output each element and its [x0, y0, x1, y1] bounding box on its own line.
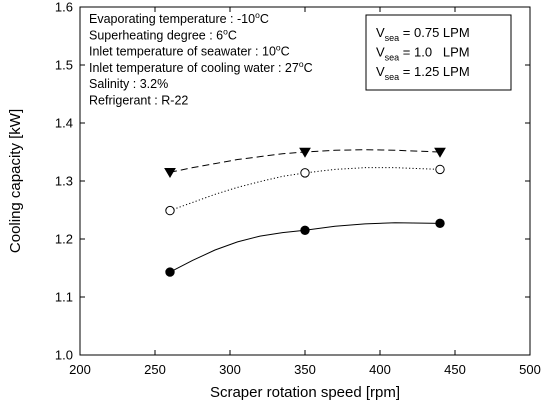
- annotation-line: Inlet temperature of seawater : 10oC: [89, 43, 290, 59]
- x-tick-label: 300: [219, 362, 241, 377]
- series-1-point: [165, 267, 175, 277]
- y-tick-label: 1.0: [55, 348, 73, 363]
- series-3-point: [164, 168, 176, 179]
- annotation-line: Inlet temperature of cooling water : 27o…: [89, 59, 313, 75]
- x-axis-label: Scraper rotation speed [rpm]: [210, 384, 400, 401]
- series-3-line: [169, 149, 441, 173]
- annotation-line: Evaporating temperature : -10oC: [89, 10, 269, 26]
- series-3-point: [299, 147, 311, 158]
- series-layer: [164, 147, 446, 277]
- y-tick-label: 1.5: [55, 58, 73, 73]
- legend-box: [365, 14, 512, 91]
- x-tick-label: 350: [294, 362, 316, 377]
- legend-entry-2: Vsea = 1.0 LPM: [376, 45, 470, 63]
- series-3: [164, 147, 446, 179]
- series-1-point: [300, 225, 310, 236]
- legend-entry-1: Vsea = 0.75 LPM: [376, 25, 470, 43]
- conditions-annotation: Evaporating temperature : -10oCSuperheat…: [89, 10, 313, 108]
- x-tick-label: 400: [369, 362, 391, 377]
- series-2-point: [165, 205, 175, 216]
- y-tick-label: 1.6: [55, 0, 73, 15]
- y-tick-label: 1.3: [55, 174, 73, 189]
- series-2-point: [300, 168, 310, 178]
- axis-ticks: [79, 6, 531, 356]
- axis-tick-labels: 200 250 300 350 400 450 500 1.0 1.1 1.2 1.3 1.4 1.5 1…: [55, 0, 541, 377]
- series-2-point: [435, 164, 445, 175]
- annotation-line: Salinity : 3.2%: [89, 77, 168, 91]
- annotation-line: Refrigerant : R-22: [89, 94, 188, 108]
- y-axis-label: Cooling capacity [kW]: [7, 109, 24, 253]
- legend-entry-3: Vsea = 1.25 LPM: [376, 64, 470, 82]
- y-tick-label: 1.2: [55, 232, 73, 247]
- series-1: [165, 218, 445, 277]
- x-tick-label: 250: [144, 362, 166, 377]
- x-tick-label: 200: [69, 362, 91, 377]
- series-2: [165, 164, 445, 216]
- annotation-line: Superheating degree : 6oC: [89, 26, 237, 42]
- series-1-line: [169, 222, 441, 273]
- x-tick-label: 500: [519, 362, 541, 377]
- x-tick-label: 450: [444, 362, 466, 377]
- series-1-point: [435, 218, 445, 229]
- series-3-point: [434, 147, 446, 158]
- y-tick-label: 1.1: [55, 290, 73, 305]
- y-tick-label: 1.4: [55, 116, 73, 131]
